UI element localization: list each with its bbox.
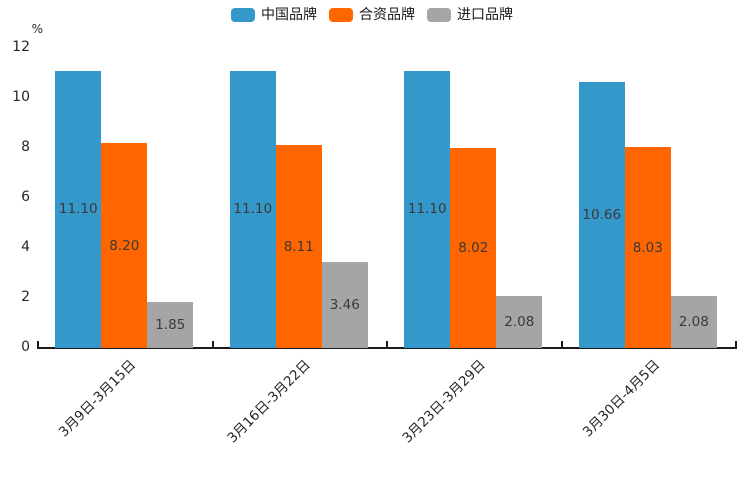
bar bbox=[450, 147, 497, 348]
legend-item: 合资品牌 bbox=[329, 7, 415, 23]
x-tick-label: 3月9日-3月15日 bbox=[56, 357, 140, 441]
bar-value-label: 8.11 bbox=[283, 238, 314, 255]
bar-value-label: 8.20 bbox=[109, 237, 140, 254]
x-tick-label: 3月30日-4月5日 bbox=[579, 357, 664, 441]
bar-value-label: 3.46 bbox=[329, 296, 360, 313]
x-tick-label: 3月23日-3月29日 bbox=[399, 357, 489, 447]
bar-value-label: 11.10 bbox=[58, 201, 98, 218]
x-axis-tick bbox=[386, 341, 388, 348]
y-tick-label: 2 bbox=[21, 289, 30, 305]
bar bbox=[404, 70, 451, 348]
legend-label: 进口品牌 bbox=[457, 7, 513, 23]
legend-item: 中国品牌 bbox=[231, 7, 317, 23]
y-tick-label: 6 bbox=[21, 189, 30, 205]
bar-value-label: 1.85 bbox=[155, 316, 186, 333]
y-tick-label: 4 bbox=[21, 239, 30, 255]
bar-value-label: 2.08 bbox=[678, 314, 709, 330]
y-tick-label: 8 bbox=[21, 139, 30, 155]
legend-label: 中国品牌 bbox=[261, 7, 317, 23]
bar-value-label: 8.02 bbox=[458, 239, 489, 256]
bar bbox=[578, 81, 625, 348]
bar bbox=[321, 261, 368, 348]
y-axis-unit-label: % bbox=[31, 22, 43, 36]
x-axis-tick bbox=[560, 341, 563, 348]
x-axis-tick bbox=[211, 341, 214, 348]
x-axis-line bbox=[37, 347, 737, 349]
x-axis-tick bbox=[735, 341, 737, 348]
y-tick-label: 12 bbox=[12, 39, 30, 55]
bar bbox=[55, 70, 102, 348]
bar-value-label: 11.10 bbox=[407, 201, 447, 218]
bar-value-label: 10.66 bbox=[582, 206, 622, 223]
legend-swatch bbox=[231, 8, 255, 22]
legend-swatch bbox=[427, 8, 451, 22]
x-axis-tick bbox=[37, 341, 39, 348]
legend: 中国品牌 合资品牌 进口品牌 bbox=[0, 7, 744, 23]
bar-value-label: 11.10 bbox=[233, 201, 273, 218]
y-tick-label: 0 bbox=[21, 339, 30, 355]
bar-value-label: 8.03 bbox=[632, 239, 663, 256]
bar bbox=[147, 301, 194, 348]
bar-value-label: 2.08 bbox=[504, 314, 535, 330]
y-tick-label: 10 bbox=[12, 89, 30, 105]
bar bbox=[624, 147, 671, 348]
legend-item: 进口品牌 bbox=[427, 7, 513, 23]
x-tick-label: 3月16日-3月22日 bbox=[224, 357, 315, 447]
bar bbox=[496, 296, 543, 348]
legend-label: 合资品牌 bbox=[359, 7, 415, 23]
bar bbox=[275, 145, 322, 348]
bar bbox=[101, 143, 148, 348]
legend-swatch bbox=[329, 8, 353, 22]
bar bbox=[229, 70, 276, 348]
bar bbox=[670, 296, 717, 348]
